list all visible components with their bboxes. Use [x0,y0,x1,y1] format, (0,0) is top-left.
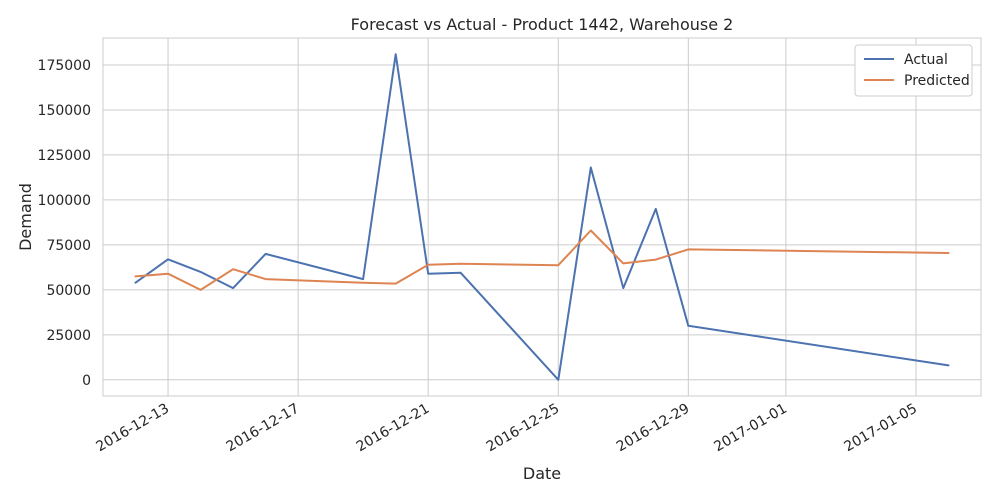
y-axis-title: Demand [16,183,35,251]
y-tick-label: 25000 [46,328,91,344]
x-tick-label: 2016-12-17 [224,401,302,456]
y-tick-label: 150000 [38,103,91,119]
x-tick-labels: 2016-12-13 2016-12-17 2016-12-21 2016-12-25… [94,401,920,456]
y-tick-label: 75000 [46,238,91,254]
legend-box [854,44,973,97]
y-tick-label: 175000 [38,58,91,74]
x-tick-label: 2016-12-13 [94,401,172,456]
y-tick-labels: 0 25000 50000 75000 100000 125000 150000 175000 [38,58,91,389]
series-line-predicted [134,229,950,291]
y-gridlines [103,64,981,381]
y-tick-label: 100000 [38,193,91,209]
legend-label-actual: Actual [904,52,948,68]
x-tick-label: 2016-12-25 [484,401,562,456]
x-axis-title: Date [523,464,561,483]
x-gridlines [167,38,917,396]
y-tick-label: 0 [82,373,91,389]
chart-title: Forecast vs Actual - Product 1442, Wareh… [351,15,734,34]
x-tick-label: 2016-12-29 [614,401,692,456]
legend-label-predicted: Predicted [904,73,970,89]
x-tick-label: 2016-12-21 [354,401,432,456]
x-tick-label: 2017-01-01 [711,401,789,456]
series-lines [134,53,950,381]
legend: Actual Predicted [854,44,973,97]
y-tick-label: 50000 [46,283,91,299]
x-tick-label: 2017-01-05 [841,401,919,456]
series-line-actual [134,53,950,381]
plot-area [102,37,982,397]
y-tick-label: 125000 [38,148,91,164]
